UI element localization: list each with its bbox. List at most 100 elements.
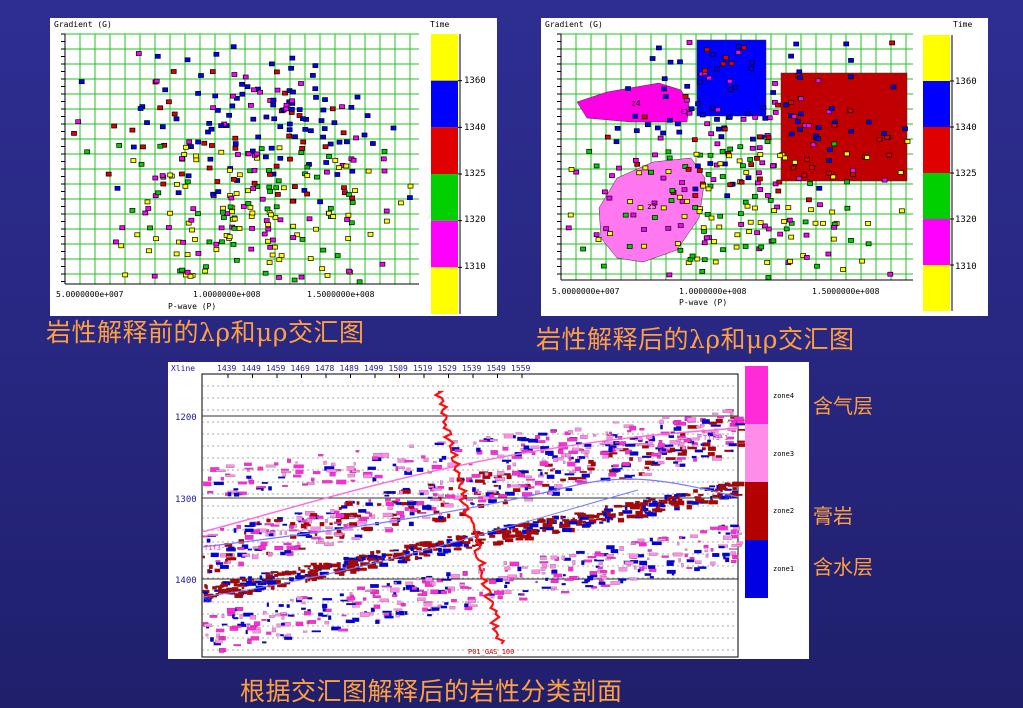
scatter-point <box>705 186 712 192</box>
lithology-cell <box>565 488 573 491</box>
lithology-cell <box>669 440 680 445</box>
scatter-point <box>684 97 690 103</box>
lithology-cell <box>549 564 556 569</box>
scatter-point <box>348 105 355 110</box>
lithology-cell <box>567 461 576 467</box>
lithology-cell <box>565 453 572 458</box>
lithology-cell <box>561 583 566 586</box>
lithology-cell <box>660 502 664 507</box>
lithology-cell <box>228 553 233 556</box>
scatter-point <box>665 149 672 155</box>
scatter-point <box>195 211 201 216</box>
xline-tick-label: 1539 <box>462 364 481 373</box>
scatter-point <box>682 164 689 169</box>
legend-label: 1360 <box>955 77 977 87</box>
lithology-cell <box>298 547 306 550</box>
lithology-cell <box>246 580 253 585</box>
lithology-cell <box>303 522 310 525</box>
scatter-point <box>732 85 738 90</box>
scatter-point <box>179 267 186 273</box>
scatter-point <box>236 226 243 231</box>
lithology-cell <box>718 545 725 549</box>
lithology-cell <box>609 452 618 455</box>
scatter-point <box>774 204 780 210</box>
lithology-cell <box>708 500 719 505</box>
lithology-cell <box>589 571 597 575</box>
x-tick-label: 1.0000000e+008 <box>193 290 261 299</box>
zone-legend-label: zone4 <box>773 392 794 400</box>
lithology-cell <box>400 515 405 519</box>
lithology-cell <box>660 424 663 430</box>
lithology-cell <box>646 500 649 504</box>
lithology-cell <box>243 612 254 617</box>
scatter-point <box>801 172 808 178</box>
scatter-point <box>632 157 639 163</box>
lithology-cell <box>257 466 264 471</box>
lithology-cell <box>441 578 452 581</box>
scatter-point <box>245 151 252 157</box>
xline-tick-label: 1469 <box>291 364 310 373</box>
lithology-cell <box>325 536 333 539</box>
lithology-cell <box>403 587 406 591</box>
scatter-point <box>349 168 356 174</box>
lithology-cell <box>497 470 505 475</box>
lithology-cell <box>226 557 237 561</box>
lithology-cell <box>237 547 245 551</box>
scatter-point <box>268 145 275 151</box>
lithology-cell <box>551 569 558 574</box>
lithology-cell <box>489 596 495 599</box>
lithology-cell <box>252 629 261 634</box>
scatter-point <box>282 90 288 96</box>
scatter-point <box>345 212 352 218</box>
scatter-point <box>654 125 661 131</box>
zone-polygon-z4 <box>576 82 690 123</box>
horizon-sg <box>201 478 739 548</box>
lithology-cell <box>704 549 708 553</box>
lithology-cell <box>270 524 280 527</box>
lithology-cell <box>647 557 650 561</box>
lithology-section-panel: Xline 1200 1300 1400 1439 1449 1459 1469 147… <box>168 362 809 659</box>
lithology-cell <box>447 576 450 579</box>
scatter-point <box>704 212 711 217</box>
scatter-point <box>292 184 298 189</box>
lithology-cell <box>567 437 578 442</box>
legend-label: 1320 <box>955 215 977 225</box>
lithology-cell <box>512 488 521 493</box>
scatter-point <box>343 163 350 169</box>
lithology-cell <box>280 634 284 637</box>
scatter-point <box>273 163 280 169</box>
scatter-point <box>701 229 707 234</box>
lithology-cell <box>389 613 392 618</box>
lithology-cell <box>433 493 438 497</box>
lithology-cell <box>416 547 422 551</box>
scatter-point <box>245 188 251 194</box>
scatter-point <box>831 123 838 128</box>
well-label: P01_GAS_100 <box>468 648 514 656</box>
legend-label: 1325 <box>955 169 977 179</box>
lithology-cell <box>379 598 389 603</box>
legend-swatch <box>431 220 458 268</box>
lithology-cell <box>712 412 719 415</box>
horizon-label: T1f3-1 <box>703 434 728 442</box>
scatter-point <box>263 154 269 160</box>
lithology-cell <box>691 440 695 444</box>
lithology-cell <box>568 470 577 474</box>
scatter-point <box>345 236 352 241</box>
scatter-point <box>130 158 137 163</box>
lithology-cell <box>395 614 400 618</box>
scatter-point <box>616 165 622 171</box>
lithology-cell <box>639 542 647 547</box>
lithology-cell <box>248 479 255 485</box>
lithology-cell <box>731 544 742 547</box>
scatter-point <box>330 214 337 219</box>
zone-polygon-z3 <box>598 157 706 263</box>
scatter-point <box>257 89 263 95</box>
lithology-cell <box>710 495 713 500</box>
lithology-cell <box>492 480 497 483</box>
scatter-point <box>665 169 672 174</box>
lithology-cell <box>296 572 301 577</box>
lithology-cell <box>661 448 667 452</box>
scatter-point <box>803 232 810 238</box>
lithology-cell <box>502 446 509 451</box>
lithology-cell <box>392 594 398 597</box>
